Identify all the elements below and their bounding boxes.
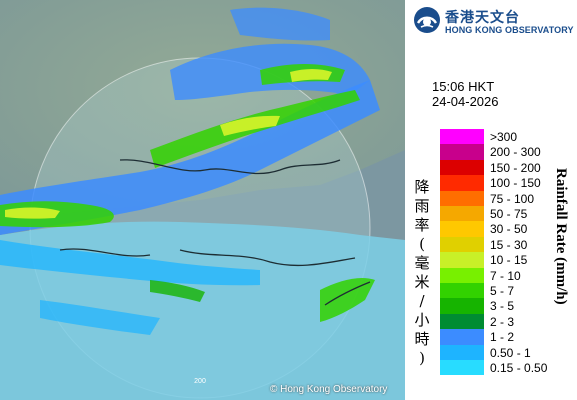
legend-row: 0.15 - 0.50 [440, 360, 577, 376]
legend-row: 5 - 7 [440, 283, 577, 299]
legend-panel: 香港天文台 HONG KONG OBSERVATORY 15:06 HKT 24… [405, 0, 577, 400]
hko-logo[interactable]: 香港天文台 HONG KONG OBSERVATORY [413, 6, 574, 38]
legend-swatch [440, 129, 484, 145]
coastline [59, 159, 371, 306]
legend-title-chinese: 降雨率(毫米 / 小時) [412, 178, 432, 368]
legend-label: 30 - 50 [490, 222, 528, 237]
legend-row: >300 [440, 129, 577, 145]
legend-title-chinese-char: ) [419, 349, 425, 367]
legend-label: 5 - 7 [490, 284, 515, 298]
legend-row: 150 - 200 [440, 159, 577, 176]
legend-title-chinese-char: 雨 [414, 197, 430, 215]
legend-title-chinese-char: 時 [414, 330, 430, 348]
logo-chinese-name: 香港天文台 [445, 10, 520, 26]
legend-label: 7 - 10 [490, 268, 521, 283]
legend-label: 1 - 2 [490, 330, 515, 345]
copyright-text: © Hong Kong Observatory [270, 384, 388, 395]
legend-label: 150 - 200 [490, 160, 541, 175]
legend-row: 30 - 50 [440, 221, 577, 237]
legend-row: 7 - 10 [440, 267, 577, 283]
legend-label: >300 [490, 130, 518, 144]
legend-label: 0.15 - 0.50 [490, 361, 548, 375]
legend-title-chinese-char: ( [419, 235, 425, 253]
legend-row: 2 - 3 [440, 313, 577, 330]
rain-band-top [230, 7, 330, 41]
legend-row: 75 - 100 [440, 190, 577, 206]
legend-row: 10 - 15 [440, 252, 577, 268]
legend-swatch [440, 329, 484, 345]
legend-title-chinese-char: 米 [414, 273, 430, 291]
legend-row: 3 - 5 [440, 298, 577, 314]
observation-time: 15:06 HKT [432, 79, 495, 94]
legend-swatch [440, 190, 484, 206]
legend-label: 200 - 300 [490, 145, 541, 160]
legend-swatch [440, 175, 484, 191]
radar-map[interactable]: 200 © Hong Kong Observatory [0, 0, 405, 400]
hko-emblem-icon [414, 7, 440, 33]
rain-band-west-lower [0, 240, 260, 286]
legend-label: 10 - 15 [490, 253, 528, 268]
legend-swatch [440, 252, 484, 268]
legend-title-chinese-char: 降 [414, 178, 430, 196]
rain-core-central [220, 115, 280, 136]
legend-row: 50 - 75 [440, 206, 577, 222]
legend-row: 15 - 30 [440, 236, 577, 253]
legend-title-chinese-char: 毫 [414, 254, 430, 272]
rain-cell-south [150, 280, 205, 302]
legend-swatch [440, 360, 484, 376]
legend-title-chinese-char: 率 [414, 216, 430, 234]
rain-cell-southeast [320, 278, 375, 322]
legend-swatch [440, 298, 484, 314]
legend-swatch [440, 206, 484, 222]
logo-english-name: HONG KONG OBSERVATORY [445, 25, 574, 35]
legend-swatch [440, 313, 484, 330]
legend-swatch [440, 159, 484, 176]
range-ring-label: 200 [194, 378, 206, 385]
legend-title-chinese-char: 小 [414, 311, 430, 329]
legend-label: 0.50 - 1 [490, 345, 531, 360]
legend-label: 15 - 30 [490, 237, 528, 252]
legend-swatch [440, 344, 484, 360]
legend-label: 3 - 5 [490, 299, 515, 314]
legend-title-chinese-char: / [419, 292, 425, 310]
legend-swatch [440, 267, 484, 283]
legend-swatch [440, 221, 484, 237]
rain-core-north [290, 69, 332, 82]
legend-title-english: Rainfall Rate (mm/h) [553, 168, 569, 305]
rain-band-southwest [40, 300, 160, 335]
legend-label: 100 - 150 [490, 176, 541, 191]
radar-map-canvas: 200 [0, 0, 405, 400]
legend-swatch [440, 236, 484, 253]
legend-row: 100 - 150 [440, 175, 577, 191]
legend-row: 0.50 - 1 [440, 344, 577, 360]
legend-row: 200 - 300 [440, 144, 577, 160]
observation-date: 24-04-2026 [432, 94, 499, 109]
legend-label: 75 - 100 [490, 191, 535, 206]
legend-label: 50 - 75 [490, 207, 528, 221]
legend-swatch [440, 283, 484, 299]
legend-label: 2 - 3 [490, 314, 515, 329]
legend-row: 1 - 2 [440, 329, 577, 345]
legend-swatch [440, 144, 484, 160]
rain-core-west [5, 207, 60, 219]
